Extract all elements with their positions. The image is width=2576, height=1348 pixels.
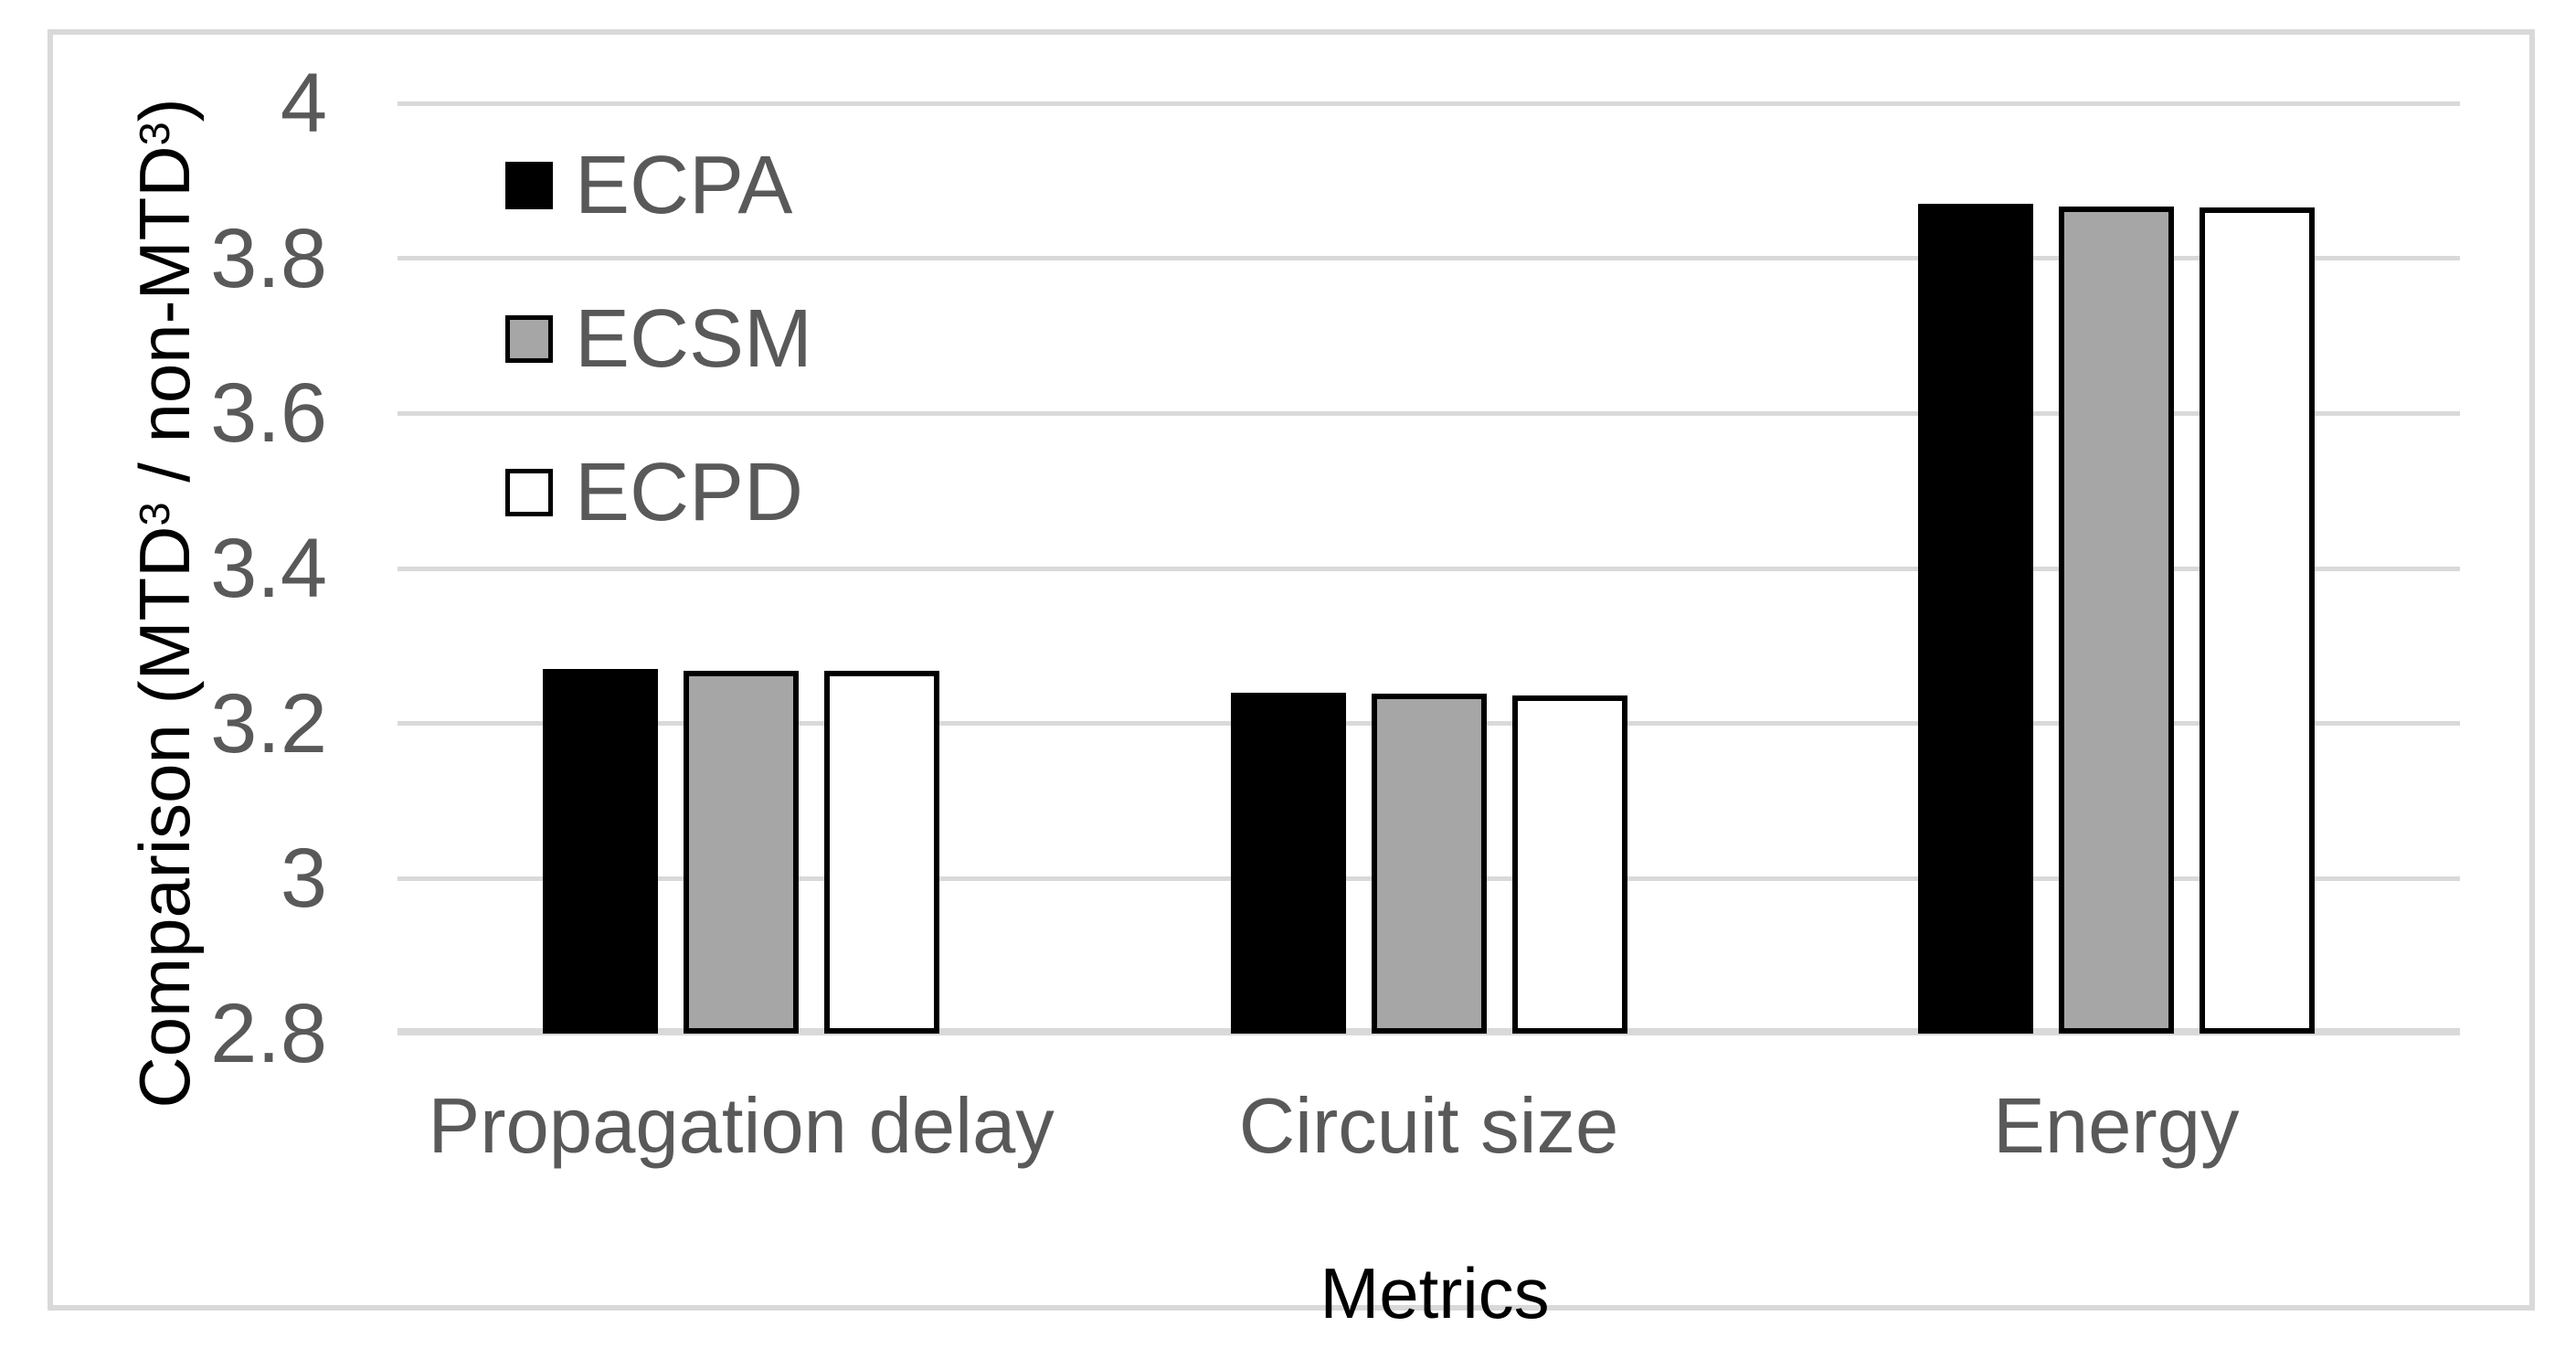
gridline	[398, 566, 2460, 571]
bar-ecpa	[1917, 204, 2033, 1034]
legend-marker-icon	[505, 315, 553, 363]
y-axis-tick-labels: 4 3.8 3.6 3.4 3.2 3 2.8	[48, 61, 327, 1076]
legend-marker-icon	[505, 469, 553, 516]
y-tick-label: 3.2	[210, 676, 327, 770]
y-tick-label: 2.8	[210, 987, 327, 1080]
legend-item-ecpd: ECPD	[505, 451, 812, 534]
bar-ecsm	[684, 670, 800, 1034]
y-tick-label: 4	[280, 57, 327, 150]
y-tick-label: 3.4	[210, 522, 327, 615]
y-tick-label: 3	[280, 832, 327, 926]
gridline	[398, 101, 2460, 106]
bar-group	[543, 669, 940, 1034]
gridline	[398, 410, 2460, 416]
legend: ECPA ECSM ECPD	[505, 144, 812, 534]
bar-ecpa	[1230, 692, 1346, 1034]
bar-ecpd	[1511, 695, 1627, 1034]
bar-ecpd	[2199, 207, 2315, 1034]
plot-area	[398, 101, 2460, 1035]
legend-label: ECPD	[575, 447, 804, 538]
bar-ecpa	[543, 669, 659, 1034]
y-tick-label: 3.8	[210, 211, 327, 305]
legend-item-ecpa: ECPA	[505, 144, 812, 227]
category-label: Energy	[1993, 1083, 2240, 1170]
legend-label: ECSM	[575, 293, 813, 385]
legend-label: ECPA	[575, 140, 793, 231]
category-label: Circuit size	[1238, 1083, 1619, 1170]
gridline	[398, 256, 2460, 261]
bar-group	[1917, 204, 2315, 1034]
legend-marker-icon	[505, 162, 553, 209]
bar-group	[1230, 692, 1627, 1034]
x-axis-title: Metrics	[1320, 1253, 1550, 1333]
legend-item-ecsm: ECSM	[505, 298, 812, 380]
bar-ecsm	[1371, 693, 1487, 1034]
bar-ecpd	[824, 670, 940, 1034]
y-tick-label: 3.6	[210, 366, 327, 461]
bar-ecsm	[2058, 206, 2174, 1034]
category-label: Propagation delay	[428, 1083, 1055, 1170]
